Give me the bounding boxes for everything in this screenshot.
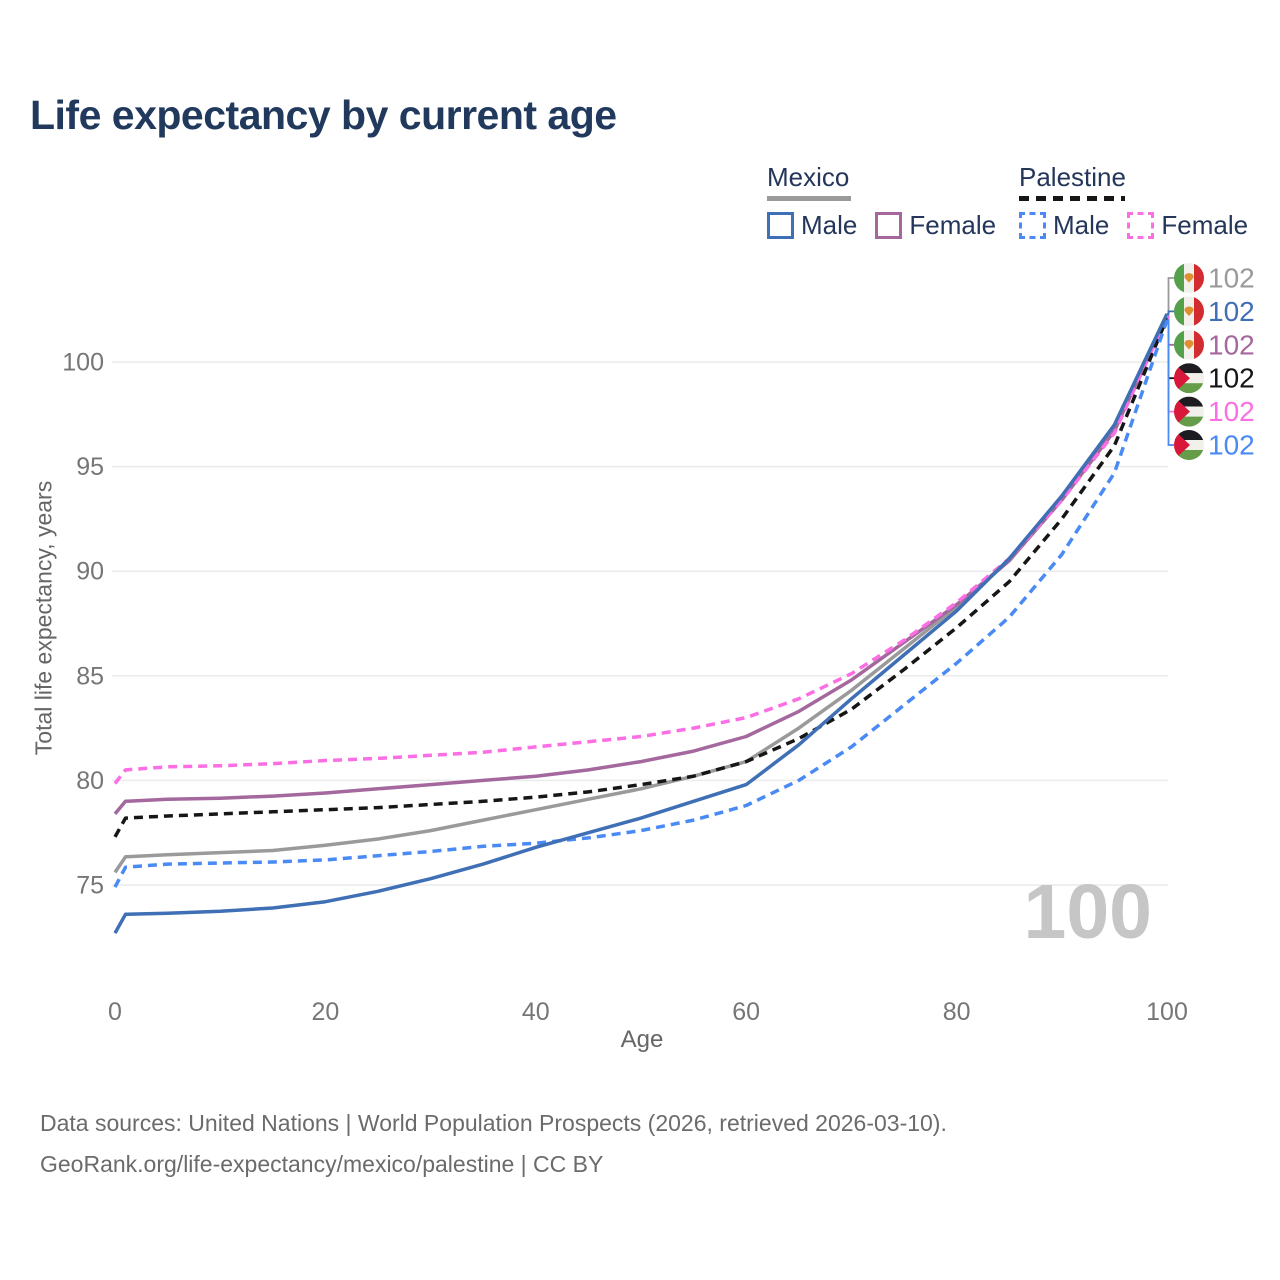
legend-swatch-mexico-male — [767, 212, 794, 239]
end-value-label-palestine-both[interactable]: 102 — [1208, 363, 1255, 394]
age-watermark: 100 — [1024, 869, 1152, 955]
legend-swatch-palestine-male — [1019, 212, 1046, 239]
x-tick-label-100: 100 — [1146, 998, 1188, 1026]
end-value-label-palestine-male[interactable]: 102 — [1208, 430, 1255, 461]
series-line-palestine-male[interactable] — [113, 319, 1169, 888]
end-value-label-mexico-male[interactable]: 102 — [1208, 296, 1255, 327]
legend-item-mexico-female[interactable]: Female — [875, 210, 996, 241]
legend-item-label: Male — [1053, 210, 1110, 240]
x-tick-label-80: 80 — [943, 998, 971, 1026]
axis-tick-labels: 75 80 85 90 95 100 0 20 40 60 80 100 — [62, 349, 1188, 1027]
x-tick-label-20: 20 — [311, 998, 339, 1026]
legend-item-label: Female — [909, 210, 997, 240]
data-source-line: Data sources: United Nations | World Pop… — [40, 1110, 947, 1136]
legend-underline-palestine-dashed-line — [1019, 196, 1125, 201]
x-tick-label-60: 60 — [732, 998, 760, 1026]
legend-item-label: Female — [1161, 210, 1249, 240]
x-tick-label-40: 40 — [522, 998, 550, 1026]
legend-group-palestine: Palestine Male Female — [1019, 162, 1266, 241]
legend-item-palestine-male[interactable]: Male — [1019, 210, 1109, 241]
end-value-label-palestine-female[interactable]: 102 — [1208, 396, 1255, 427]
y-tick-label-95: 95 — [76, 453, 104, 481]
series-line-palestine-female[interactable] — [113, 316, 1169, 785]
legend-item-palestine-female[interactable]: Female — [1127, 210, 1248, 241]
x-axis-title: Age — [620, 1026, 664, 1053]
y-tick-label-100: 100 — [62, 349, 104, 377]
mexico-flag-icon — [1174, 296, 1204, 326]
legend-underline-mexico-solid-line — [767, 196, 851, 201]
legend-country-palestine[interactable]: Palestine — [1019, 162, 1126, 192]
series-lines — [113, 313, 1169, 934]
x-tick-label-0: 0 — [108, 998, 122, 1026]
series-line-mexico-female[interactable] — [113, 315, 1169, 816]
series-line-mexico-male[interactable] — [113, 313, 1169, 934]
end-value-label-mexico-both[interactable]: 102 — [1208, 263, 1255, 294]
y-tick-label-75: 75 — [76, 872, 104, 900]
leader-line-mexico-male — [1167, 310, 1176, 315]
legend-swatch-mexico-female — [875, 212, 903, 239]
y-tick-label-80: 80 — [76, 767, 104, 795]
y-axis-title: Total life expectancy, years — [30, 480, 57, 756]
palestine-flag-icon — [1174, 396, 1205, 427]
y-tick-label-90: 90 — [76, 558, 104, 586]
legend-item-label: Male — [801, 210, 858, 240]
legend-country-mexico[interactable]: Mexico — [767, 162, 850, 192]
legend-group-mexico: Mexico Male Female — [767, 162, 1014, 241]
mexico-flag-icon — [1174, 330, 1204, 360]
legend-swatch-palestine-female — [1127, 212, 1155, 239]
palestine-flag-icon — [1174, 430, 1205, 461]
leader-line-mexico-both — [1167, 277, 1176, 316]
page-title: Life expectancy by current age — [30, 92, 617, 138]
y-tick-label-85: 85 — [76, 662, 104, 690]
end-value-label-mexico-female[interactable]: 102 — [1208, 329, 1255, 360]
palestine-flag-icon — [1174, 363, 1205, 394]
series-line-palestine-both[interactable] — [113, 317, 1169, 838]
leader-line-palestine-male — [1167, 319, 1176, 446]
mexico-flag-icon — [1174, 263, 1204, 293]
series-line-mexico-both[interactable] — [113, 314, 1169, 874]
legend-item-mexico-male[interactable]: Male — [767, 210, 857, 241]
gridlines — [112, 361, 1168, 886]
attribution-line: GeoRank.org/life-expectancy/mexico/pales… — [40, 1151, 604, 1177]
